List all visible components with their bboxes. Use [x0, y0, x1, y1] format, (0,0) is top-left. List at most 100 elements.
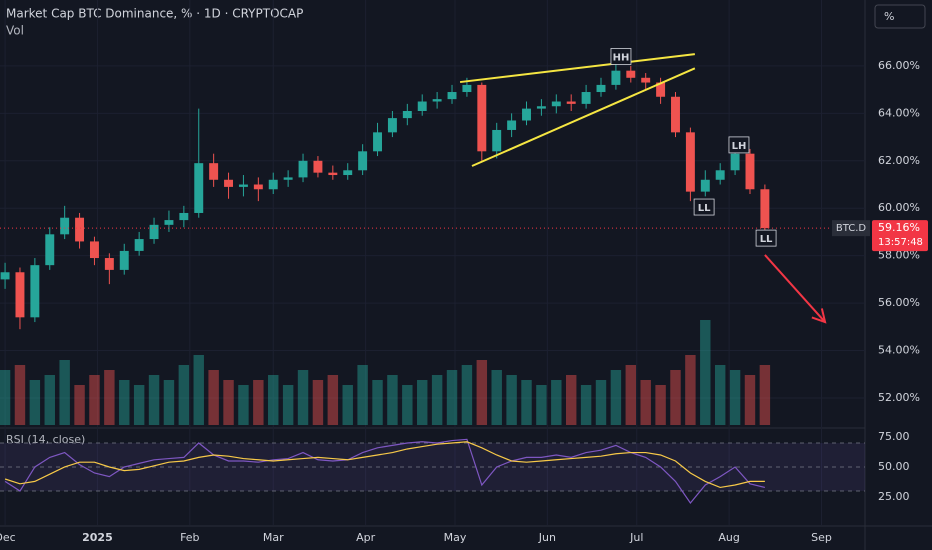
annotation-box	[693, 198, 715, 216]
candle-body	[134, 239, 144, 251]
candle-body	[119, 250, 129, 270]
volume-bar	[580, 385, 592, 425]
y-tick-label: 54.00%	[878, 344, 920, 357]
x-tick-label: 2025	[82, 531, 113, 544]
last-price-box	[872, 220, 928, 252]
candle-body	[387, 118, 397, 133]
candle-body	[700, 179, 710, 192]
countdown-label: 13:57:48	[878, 237, 923, 248]
y-tick-label: 56.00%	[878, 296, 920, 309]
x-tick-label: Jun	[538, 531, 556, 544]
x-tick-label: May	[444, 531, 467, 544]
candle-body	[373, 132, 382, 152]
candle-body	[298, 160, 308, 178]
candle-body	[760, 189, 770, 229]
candle-body	[149, 224, 159, 240]
candle-body	[89, 241, 99, 259]
rsi-tick-label: 25.00	[878, 490, 910, 503]
volume-bar	[312, 380, 324, 425]
candle-body	[656, 82, 666, 97]
volume-bar	[551, 380, 562, 425]
volume-bar	[74, 385, 85, 425]
candle-body	[402, 110, 412, 119]
volume-bar	[491, 370, 502, 425]
x-tick-label: Mar	[263, 531, 284, 544]
scale-button[interactable]	[874, 4, 926, 29]
y-tick-label: 64.00%	[878, 106, 920, 119]
volume-bar	[744, 375, 756, 425]
annotation-box	[755, 229, 777, 247]
volume-bar	[238, 385, 249, 425]
candle-body	[328, 172, 338, 176]
candle-body	[492, 129, 502, 152]
arrow-head	[811, 308, 827, 324]
volume-bar	[700, 320, 711, 425]
candle-body	[253, 184, 263, 190]
volume-bar	[640, 380, 651, 425]
volume-bar	[402, 385, 413, 425]
y-tick-label: 52.00%	[878, 391, 920, 404]
volume-bar	[297, 370, 309, 425]
x-tick-label: Aug	[718, 531, 739, 544]
x-tick-label: Jul	[629, 531, 643, 544]
volume-bar	[193, 355, 204, 425]
candle-body	[462, 84, 472, 93]
volume-bar	[625, 365, 637, 425]
volume-bar	[133, 385, 145, 425]
volume-bar	[148, 375, 160, 425]
y-tick-label: 60.00%	[878, 201, 920, 214]
volume-bar	[595, 380, 607, 425]
volume-bar	[729, 370, 741, 425]
candle-body	[343, 170, 353, 176]
candle-body	[581, 92, 591, 104]
candle-body	[641, 77, 651, 83]
x-tick-label: Sep	[811, 531, 832, 544]
candle-body	[507, 120, 517, 130]
y-tick-label: 62.00%	[878, 154, 920, 167]
volume-bar	[565, 375, 577, 425]
chart-title: Market Cap BTC Dominance, % · 1D · CRYPT…	[6, 7, 303, 21]
candle-body	[313, 160, 323, 173]
candle-body	[611, 70, 621, 85]
trendline	[459, 53, 695, 84]
x-tick-label: Apr	[356, 531, 376, 544]
symbol-label: BTC.D	[836, 223, 867, 234]
volume-bar	[253, 380, 264, 425]
volume-bar	[89, 375, 100, 425]
candle-body	[685, 132, 695, 192]
volume-bar	[14, 365, 26, 425]
volume-label: Vol	[6, 24, 24, 38]
volume-bar	[446, 370, 458, 425]
candle-body	[671, 96, 680, 133]
last-price-label: 59.16%	[878, 221, 920, 234]
volume-bar	[163, 380, 175, 425]
volume-bar	[357, 365, 368, 425]
candle-body	[224, 179, 234, 187]
candle-body	[0, 272, 10, 280]
volume-bar	[387, 375, 398, 425]
annotation-label: HH	[613, 52, 630, 63]
volume-bar	[208, 370, 219, 425]
volume-bar	[372, 380, 383, 425]
volume-bar	[476, 360, 488, 425]
candle-body	[626, 70, 636, 78]
candle-body	[75, 217, 85, 242]
volume-bar	[759, 365, 771, 425]
candle-body	[432, 99, 442, 102]
scale-button-label[interactable]: %	[884, 10, 894, 23]
annotation-box	[610, 48, 632, 65]
annotation-box	[728, 136, 750, 154]
volume-bar	[670, 370, 681, 425]
candle-body	[745, 153, 755, 190]
trendline	[471, 67, 696, 167]
candle-body	[551, 101, 561, 107]
candle-body	[60, 217, 70, 235]
volume-bar	[431, 375, 443, 425]
candle-body	[536, 106, 546, 109]
volume-bar	[178, 365, 190, 425]
y-tick-label: 66.00%	[878, 59, 920, 72]
volume-bar	[536, 385, 547, 425]
volume-bar	[610, 370, 622, 425]
annotation-label: LL	[698, 203, 711, 214]
candle-body	[238, 184, 248, 187]
